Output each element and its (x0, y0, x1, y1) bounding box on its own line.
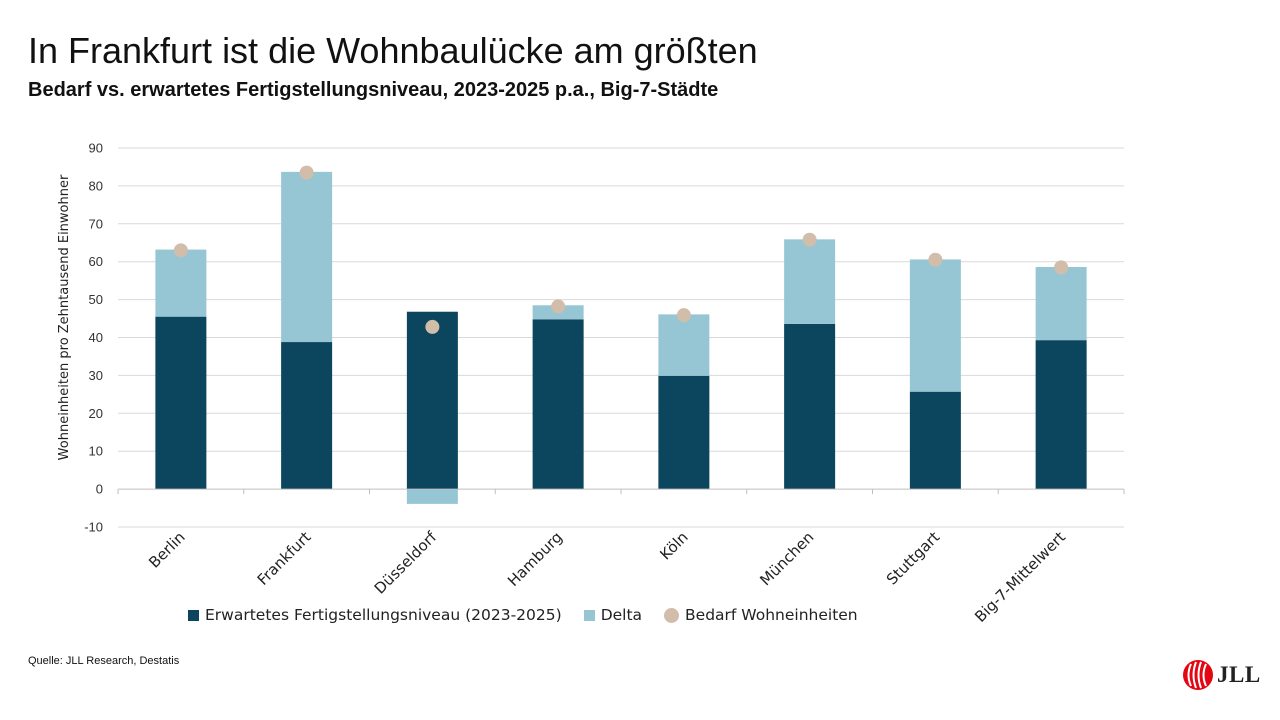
dot-bedarf (802, 232, 817, 247)
jll-logo-text: JLL (1217, 662, 1261, 687)
bar-delta (281, 171, 333, 343)
demand-dots (173, 165, 1069, 334)
bar-delta (909, 259, 961, 392)
y-tick-label: 80 (89, 178, 103, 193)
y-axis-title: Wohneinheiten pro Zehntausend Einwohner (57, 174, 72, 460)
axes (117, 488, 1125, 495)
x-category-label: Frankfurt (254, 528, 315, 589)
source-note: Quelle: JLL Research, Destatis (28, 655, 180, 667)
x-category-label: Hamburg (504, 528, 566, 590)
x-category-label: München (756, 528, 817, 589)
bar-fertigstellung (909, 391, 961, 490)
legend-item-bedarf: Bedarf Wohneinheiten (664, 606, 858, 624)
dot-bedarf (1054, 260, 1069, 275)
y-tick-label: 70 (89, 216, 103, 231)
bar-fertigstellung (532, 319, 584, 490)
y-tick-label: 40 (89, 330, 103, 345)
jll-logo: JLL (1182, 659, 1261, 691)
x-category-label: Düsseldorf (371, 528, 441, 598)
bar-fertigstellung (784, 323, 836, 490)
legend-item-fertigstellung: Erwartetes Fertigstellungsniveau (2023-2… (188, 606, 562, 624)
bar-delta (784, 239, 836, 324)
bar-delta (406, 489, 458, 504)
bars (155, 171, 1087, 504)
legend-label-fertigstellung: Erwartetes Fertigstellungsniveau (2023-2… (205, 606, 562, 624)
x-category-label: Stuttgart (883, 528, 943, 588)
dot-bedarf (676, 308, 691, 323)
legend: Erwartetes Fertigstellungsniveau (2023-2… (188, 606, 880, 624)
y-tick-label: 30 (89, 368, 103, 383)
x-category-label: Köln (656, 528, 691, 563)
bar-delta (658, 314, 710, 376)
dot-bedarf (551, 299, 566, 314)
jll-logo-icon (1183, 660, 1213, 690)
chart-title: In Frankfurt ist die Wohnbaulücke am grö… (28, 30, 758, 71)
x-category-label: Berlin (145, 528, 189, 572)
bar-delta (155, 249, 207, 317)
bar-delta (1035, 267, 1087, 341)
legend-swatch-delta (583, 609, 595, 621)
dot-bedarf (928, 252, 943, 267)
y-tick-label: 10 (89, 444, 103, 459)
dot-bedarf (173, 243, 188, 258)
y-tick-label: 0 (96, 482, 103, 497)
bar-fertigstellung (155, 316, 207, 490)
gridlines (118, 147, 1124, 528)
legend-item-delta: Delta (583, 606, 643, 624)
bar-fertigstellung (281, 342, 333, 490)
y-tick-label: 90 (89, 141, 103, 156)
legend-label-delta: Delta (600, 606, 643, 624)
bar-fertigstellung (406, 311, 458, 490)
legend-swatch-fertigstellung (188, 609, 199, 621)
dot-bedarf (425, 319, 440, 334)
x-category-label: Big-7-Mittelwert (971, 528, 1069, 626)
chart-subtitle: Bedarf vs. erwartetes Fertigstellungsniv… (28, 79, 719, 101)
y-tick-label: 50 (89, 292, 103, 307)
y-tick-label: 20 (89, 406, 103, 421)
bar-fertigstellung (1035, 340, 1087, 490)
legend-label-bedarf: Bedarf Wohneinheiten (685, 606, 858, 624)
y-tick-label: -10 (84, 520, 103, 535)
dot-bedarf (299, 165, 314, 180)
bar-fertigstellung (658, 375, 710, 490)
y-tick-label: 60 (89, 254, 103, 269)
legend-swatch-bedarf (664, 607, 680, 623)
